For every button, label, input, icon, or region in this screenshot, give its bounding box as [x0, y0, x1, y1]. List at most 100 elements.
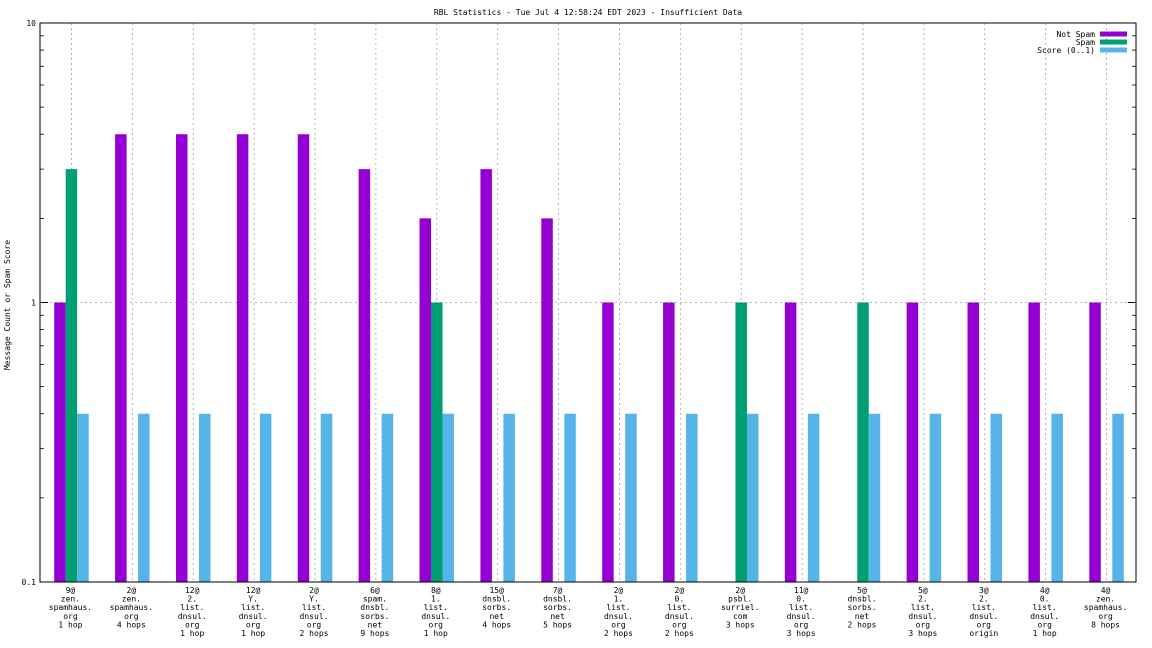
- x-tick-label-line: 2.: [187, 595, 197, 604]
- x-tick-label-line: dnsbl.: [848, 595, 877, 604]
- x-tick-label-line: dnsul.: [300, 612, 329, 621]
- x-tick-label-line: org: [611, 620, 626, 629]
- x-tick-label-line: sorbs.: [360, 612, 389, 621]
- bar-score-0-1-5: [381, 413, 394, 582]
- x-tick-label-line: 3 hops: [787, 629, 816, 638]
- x-tick-label-line: dnsul.: [239, 612, 268, 621]
- x-tick-label: 15@ dnsbl. sorbs. net 4 hops: [482, 586, 511, 629]
- x-tick-label-line: dnsul.: [178, 612, 207, 621]
- x-tick-label-line: list.: [424, 603, 448, 612]
- x-tick-label-line: zen.: [1096, 595, 1115, 604]
- legend-label: Score (0..1): [1037, 46, 1095, 55]
- legend-swatch: [1100, 39, 1127, 45]
- bar-score-0-1-10: [686, 413, 698, 582]
- x-tick-label-line: 2 hops: [604, 629, 633, 638]
- bar-not-spam-3: [236, 134, 249, 582]
- x-tick-label-line: 1 hop: [1033, 629, 1057, 638]
- x-tick-label-line: list.: [180, 603, 204, 612]
- x-tick-label-line: surriel.: [721, 603, 760, 612]
- x-tick-label: 7@ dnsbl. sorbs. net 5 hops: [543, 586, 572, 629]
- x-tick-label-line: org: [794, 620, 809, 629]
- x-tick-label: 12@ 2. list. dnsul. org 1 hop: [178, 586, 207, 638]
- x-tick-label-line: 5 hops: [543, 620, 572, 629]
- x-tick-label-line: list.: [241, 603, 265, 612]
- x-tick-label-line: 4@: [1101, 586, 1111, 595]
- bar-not-spam-6: [419, 218, 432, 582]
- x-tick-label-line: 11@: [794, 586, 809, 595]
- x-tick-label-line: 3@: [979, 586, 989, 595]
- x-tick-label: 6@ spam. dnsbl. sorbs. net 9 hops: [360, 586, 389, 638]
- bar-not-spam-0: [54, 302, 66, 582]
- bar-not-spam-1: [115, 134, 127, 582]
- x-tick-label: 4@ zen. spamhaus. org 8 hops: [1084, 586, 1127, 629]
- x-tick-label-line: com: [733, 612, 748, 621]
- x-tick-label-line: dnsul.: [787, 612, 816, 621]
- x-tick-label-line: 6@: [370, 586, 380, 595]
- x-tick-label-line: 1 hop: [241, 629, 265, 638]
- bar-score-0-1-16: [1051, 413, 1063, 582]
- bar-not-spam-16: [1028, 302, 1040, 582]
- legend-swatch: [1100, 31, 1127, 37]
- bar-not-spam-7: [480, 169, 492, 583]
- y-tick-label: 10: [26, 19, 36, 28]
- legend-label: Not Spam: [1056, 30, 1095, 39]
- x-tick-label-line: net: [855, 612, 870, 621]
- bar-score-0-1-14: [929, 413, 942, 582]
- x-tick-label-line: 1.: [614, 595, 624, 604]
- x-tick-label-line: 2.: [918, 595, 928, 604]
- x-tick-label-line: 5@: [918, 586, 928, 595]
- x-tick-label: 4@ 0. list. dnsul. org 1 hop: [1030, 586, 1059, 638]
- x-tick-label-line: 8 hops: [1091, 620, 1120, 629]
- x-tick-label-line: 1.: [431, 595, 441, 604]
- bar-not-spam-17: [1089, 302, 1101, 582]
- x-tick-label-line: 0.: [675, 595, 685, 604]
- x-tick-label: 2@ psbl. surriel. com 3 hops: [721, 586, 760, 629]
- bars: [54, 134, 1124, 583]
- x-tick-label: 9@ zen. spamhaus. org 1 hop: [49, 586, 92, 629]
- x-tick-label-line: 2@: [735, 586, 745, 595]
- x-tick-label-line: org: [63, 612, 78, 621]
- x-tick-label-line: dnsbl.: [543, 595, 572, 604]
- x-tick-label-line: spam.: [363, 595, 387, 604]
- x-tick-label-line: net: [550, 612, 565, 621]
- x-tick-label-line: dnsul.: [908, 612, 937, 621]
- axis-ticks: 10 1 0.1: [22, 19, 1136, 587]
- bar-score-0-1-8: [564, 413, 576, 582]
- x-tick-label-line: zen.: [61, 595, 80, 604]
- bar-score-0-1-4: [320, 413, 333, 582]
- x-tick-label-line: org: [672, 620, 687, 629]
- bar-spam-0: [65, 169, 78, 583]
- x-tick-label-line: dnsul.: [604, 612, 633, 621]
- x-tick-label-line: 2 hops: [300, 629, 329, 638]
- x-tick-label-line: list.: [911, 603, 935, 612]
- x-tick-label-line: org: [246, 620, 261, 629]
- x-tick-label-line: spamhaus.: [49, 603, 92, 612]
- bar-not-spam-12: [784, 302, 797, 582]
- x-tick-label-line: 2 hops: [848, 620, 877, 629]
- x-tick-label-line: net: [489, 612, 504, 621]
- bar-not-spam-4: [297, 134, 310, 582]
- x-tick-label-line: 7@: [553, 586, 563, 595]
- bar-score-0-1-13: [868, 413, 881, 582]
- x-tick-label-line: 2@: [127, 586, 137, 595]
- x-tick-label-line: dnsul.: [969, 612, 998, 621]
- x-tick-label-line: 3 hops: [908, 629, 937, 638]
- x-tick-label-line: org: [1037, 620, 1052, 629]
- x-tick-label: 5@ dnsbl. sorbs. net 2 hops: [848, 586, 877, 629]
- bar-score-0-1-0: [77, 413, 89, 582]
- bar-score-0-1-2: [198, 413, 211, 582]
- x-tick-label-line: list.: [302, 603, 326, 612]
- x-tick-label: 3@ 2. list. dnsul. org origin: [969, 586, 998, 638]
- bar-score-0-1-11: [746, 413, 759, 582]
- x-tick-label-line: sorbs.: [848, 603, 877, 612]
- x-tick-label: 2@ 0. list. dnsul. org 2 hops: [665, 586, 694, 638]
- x-tick-label: 8@ 1. list. dnsul. org 1 hop: [421, 586, 450, 638]
- x-tick-label-line: org: [429, 620, 444, 629]
- x-tick-label-line: org: [307, 620, 322, 629]
- x-tick-label-line: spamhaus.: [1084, 603, 1127, 612]
- bar-score-0-1-15: [990, 413, 1003, 582]
- bar-score-0-1-3: [259, 413, 272, 582]
- bar-score-0-1-12: [807, 413, 820, 582]
